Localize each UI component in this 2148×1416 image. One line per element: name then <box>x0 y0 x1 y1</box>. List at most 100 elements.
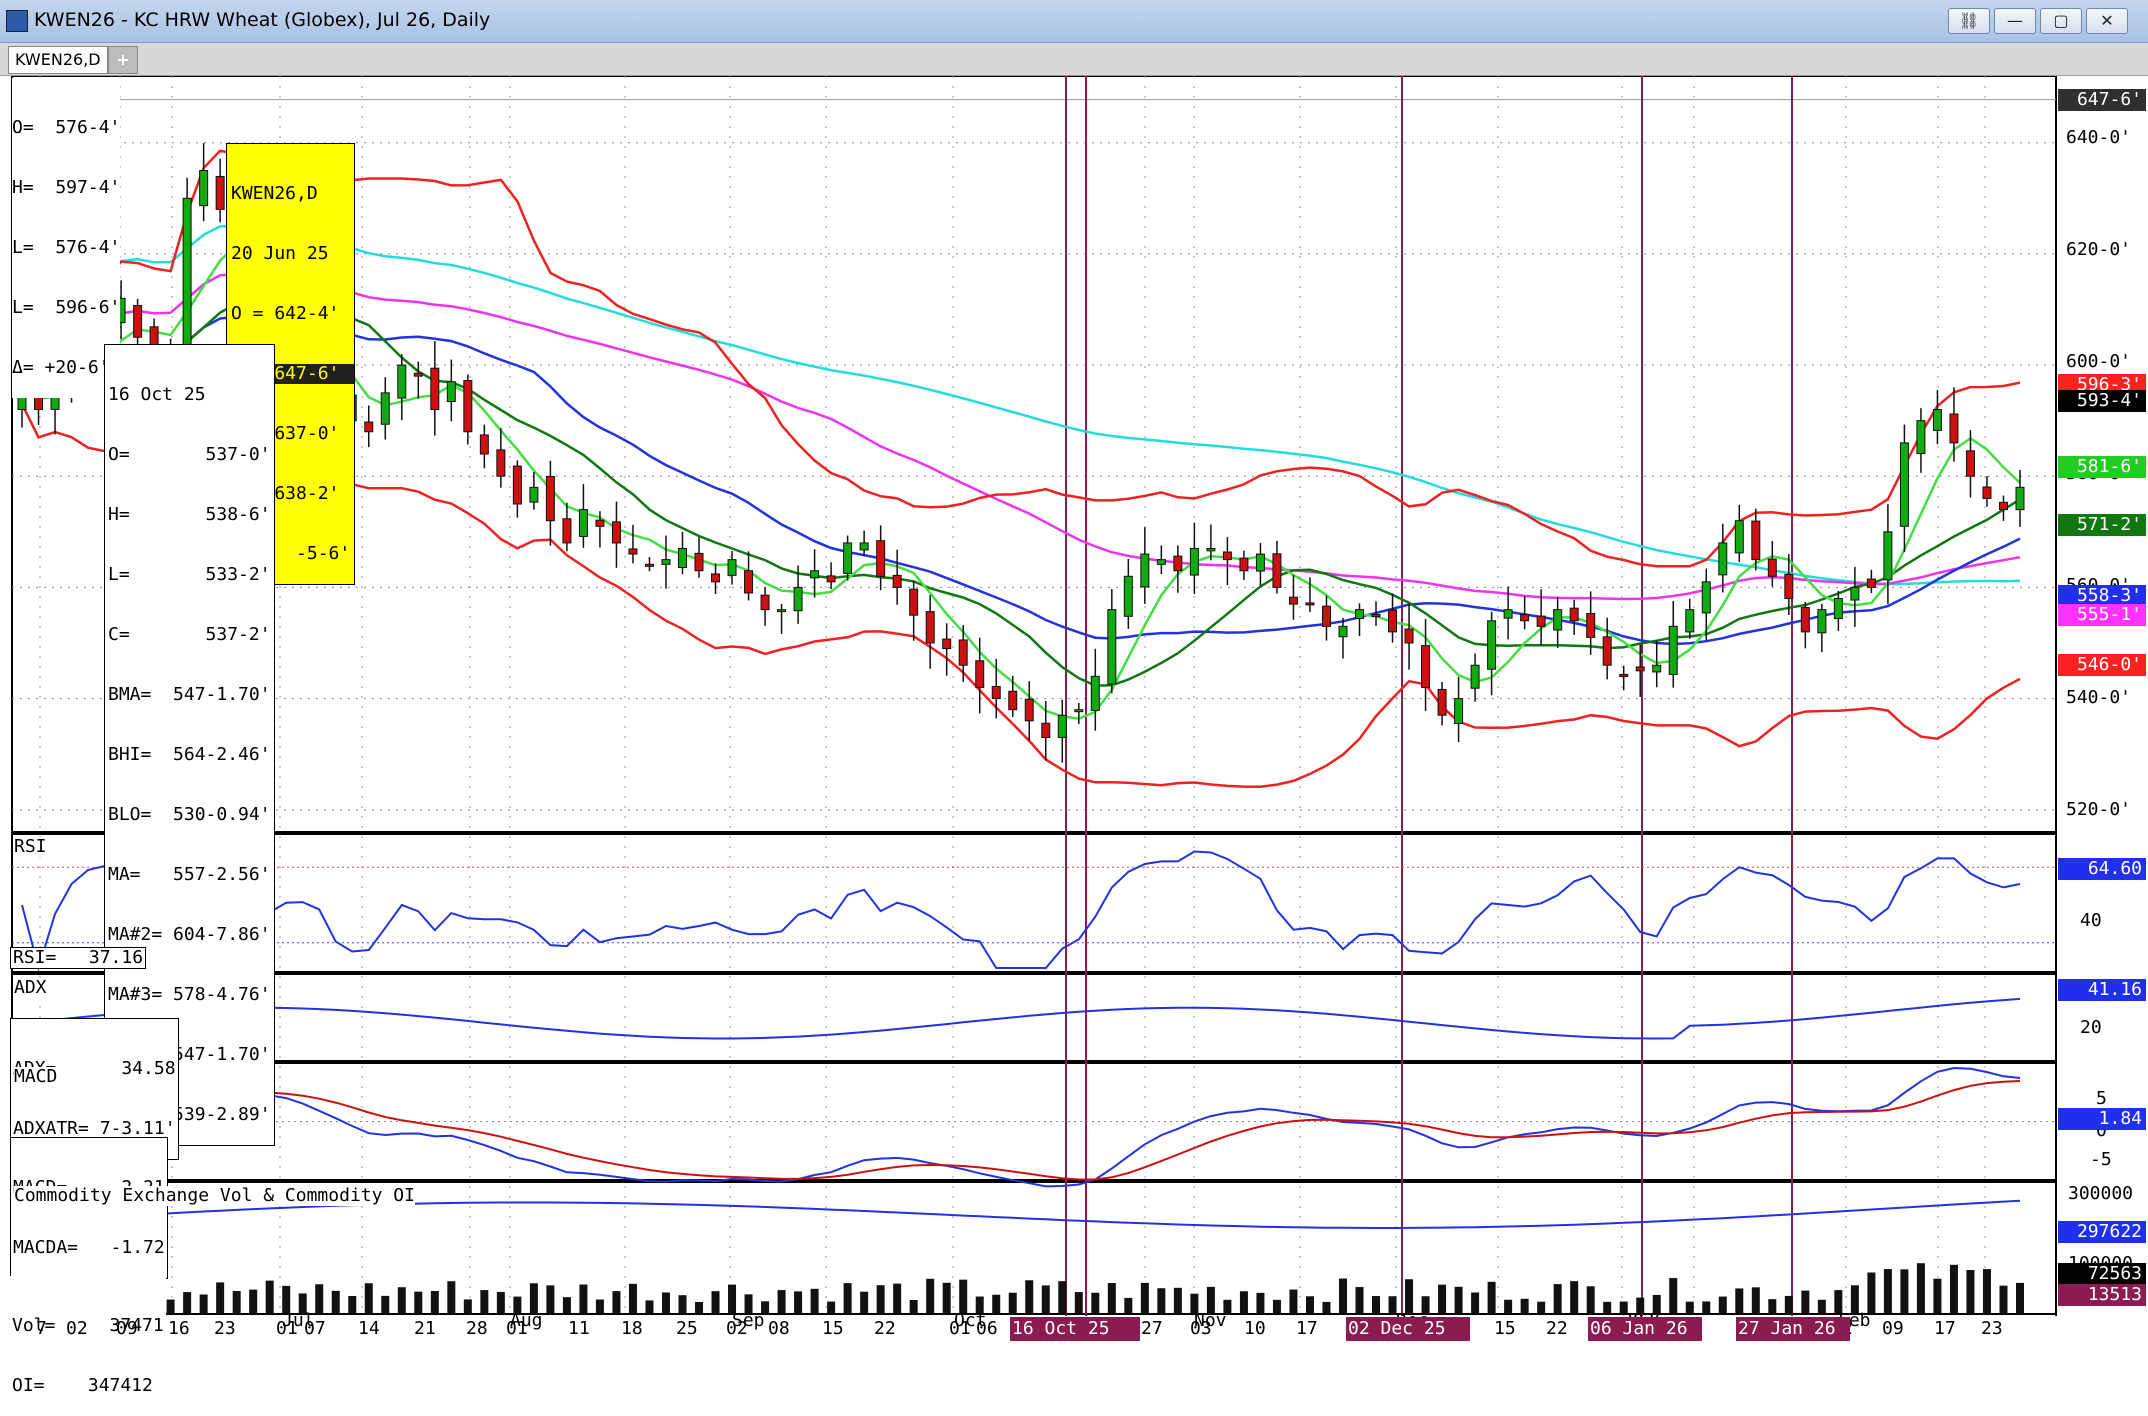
candle-body <box>793 586 803 612</box>
candle-body <box>1057 714 1067 738</box>
candle-body <box>1520 614 1530 622</box>
volume-bar <box>1751 1287 1760 1314</box>
volume-bar <box>348 1295 357 1314</box>
tab-kwen26[interactable]: KWEN26,D <box>8 46 108 74</box>
maximize-button[interactable]: ▢ <box>2040 8 2082 34</box>
volume-bar <box>496 1291 505 1314</box>
macd-value: MACD= -2.21 MACDA= -1.72 <box>10 1137 168 1279</box>
volume-bar <box>1735 1288 1744 1314</box>
volume-bar <box>1322 1301 1331 1314</box>
volume-bar <box>1718 1296 1727 1314</box>
volume-bar <box>447 1281 456 1314</box>
volume-bar <box>1372 1296 1381 1314</box>
minimize-button[interactable]: — <box>1994 8 2036 34</box>
date-tick-label: 07 <box>304 1318 326 1339</box>
candle-body <box>1107 609 1117 685</box>
date-tick-label: 27 <box>1141 1318 1163 1339</box>
add-tab-button[interactable]: + <box>108 46 138 74</box>
volume-bar <box>1916 1263 1925 1314</box>
volume-bar <box>166 1299 175 1314</box>
candle-body <box>1338 625 1348 638</box>
cursor-high: H= 538-6' <box>108 504 271 525</box>
vol-value-line: Vol= 37471 <box>12 1315 164 1336</box>
window-titlebar: KWEN26 - KC HRW Wheat (Globex), Jul 26, … <box>0 0 2148 43</box>
candle-body <box>1355 609 1365 620</box>
volume-bar <box>199 1294 208 1314</box>
volume-bar <box>2016 1282 2024 1314</box>
cursor-open: O= 537-0' <box>108 444 271 465</box>
candle-body <box>133 305 143 338</box>
rsi-axis-40: 40 <box>2080 910 2102 931</box>
candle-body <box>512 465 522 505</box>
volume-bar <box>1223 1299 1232 1314</box>
window-title: KWEN26 - KC HRW Wheat (Globex), Jul 26, … <box>34 9 491 31</box>
volume-bar <box>1471 1292 1480 1314</box>
volume-bar <box>595 1299 604 1314</box>
volume-bar <box>397 1287 406 1314</box>
candle-body <box>1800 607 1810 633</box>
candle-body <box>1916 420 1926 455</box>
volume-bar <box>810 1288 819 1314</box>
candle-body <box>892 574 902 588</box>
volume-bar <box>1702 1301 1711 1314</box>
macd-label: MACD <box>14 1066 58 1087</box>
volume-bar <box>761 1301 770 1314</box>
event-date-label: 02 Dec 25 <box>1346 1317 1470 1341</box>
volume-bar <box>1966 1270 1975 1314</box>
volume-bar <box>315 1284 324 1314</box>
price-axis-600: 600-0' <box>2066 351 2132 372</box>
candle-body <box>975 660 985 688</box>
month-label: Jul <box>282 1310 315 1331</box>
date-tick-label: 06 <box>976 1318 998 1339</box>
candle-body <box>1074 709 1084 713</box>
candle-body <box>1123 575 1133 617</box>
volume-bar <box>1867 1272 1876 1314</box>
date-tick-label: 17 <box>1934 1318 1956 1339</box>
cursor-ma3: MA#3= 578-4.76' <box>108 984 271 1005</box>
volume-bar <box>1685 1301 1694 1314</box>
volume-bar <box>1405 1279 1414 1314</box>
candle-body <box>1421 645 1431 688</box>
macda-line <box>21 1080 2021 1181</box>
date-tick-label: 03 <box>1190 1318 1212 1339</box>
volume-bar <box>975 1296 984 1314</box>
date-tick-label: 02 <box>726 1318 748 1339</box>
oi-tag: 297622 <box>2058 1221 2146 1243</box>
candle-body <box>496 449 506 477</box>
ohlc-low: L= 576-4' <box>12 237 121 258</box>
price-tag-last: 593-4' <box>2058 390 2146 413</box>
volume-bar <box>1933 1278 1942 1314</box>
volume-bar <box>1124 1297 1133 1314</box>
rsi-panel-frame <box>11 833 2057 973</box>
candle-body <box>1883 531 1893 581</box>
date-tick-label: 18 <box>621 1318 643 1339</box>
price-axis-620: 620-0' <box>2066 239 2132 260</box>
date-tick-label: 10 <box>1244 1318 1266 1339</box>
candle-body <box>1718 542 1728 576</box>
candle-body <box>1536 615 1546 627</box>
link-icon[interactable]: ⛓ <box>1948 8 1990 34</box>
volume-bar <box>546 1285 555 1314</box>
candle-body <box>1982 486 1992 499</box>
candle-body <box>1503 609 1513 619</box>
candle-body <box>1701 581 1711 614</box>
candle-body <box>215 175 225 210</box>
close-button[interactable]: ✕ <box>2086 8 2128 34</box>
candle-body <box>958 639 968 666</box>
volume-bar <box>1355 1287 1364 1314</box>
candle-body <box>199 170 209 207</box>
candle-body <box>1553 609 1563 631</box>
volume-bar <box>1504 1299 1513 1314</box>
candle-body <box>380 392 390 425</box>
price-tag-ma-fast: 581-6' <box>2058 455 2146 478</box>
date-tick-label: 02 <box>66 1318 88 1339</box>
candle-body <box>1965 450 1975 477</box>
volume-bar <box>331 1290 340 1314</box>
volume-bar <box>1900 1269 1909 1314</box>
candle-body <box>1272 553 1282 588</box>
volume-bar <box>645 1300 654 1314</box>
month-label: Aug <box>510 1310 543 1331</box>
event-date-label: 27 Jan 26 <box>1736 1317 1850 1341</box>
date-tick-label: 11 <box>568 1318 590 1339</box>
candle-body <box>859 542 869 551</box>
